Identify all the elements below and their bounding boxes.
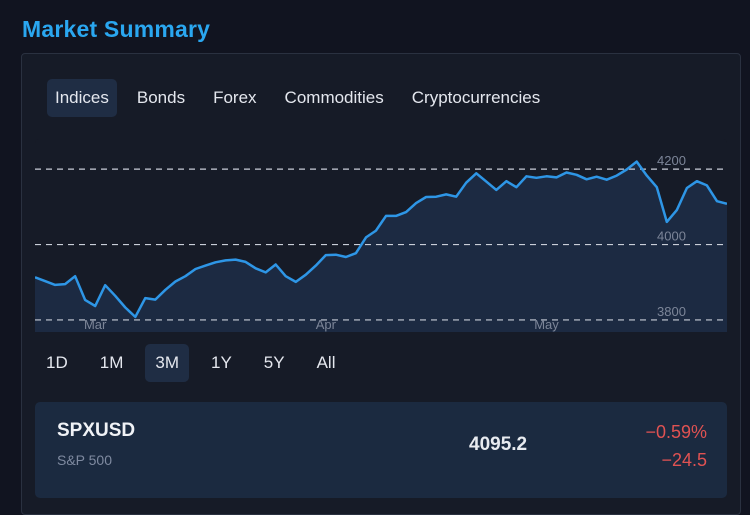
y-tick-label: 4000 [657, 229, 686, 244]
quote-price: 4095.2 [469, 434, 528, 455]
range-1d[interactable]: 1D [46, 353, 68, 372]
time-range-selector: 1D 1M 3M 1Y 5Y All [36, 344, 345, 382]
tab-cryptocurrencies[interactable]: Cryptocurrencies [411, 88, 541, 107]
price-line [35, 160, 727, 319]
y-tick-label: 3800 [657, 304, 686, 319]
range-5y[interactable]: 5Y [263, 353, 285, 372]
chart-area-fill [35, 161, 727, 332]
quote-symbol: SPXUSD [57, 420, 136, 441]
market-summary-panel: Indices Bonds Forex Commodities Cryptocu… [21, 53, 741, 515]
price-chart-svg: 4200 4000 3800 Mar Apr May [35, 139, 727, 332]
range-all[interactable]: All [316, 353, 336, 372]
price-chart[interactable]: 4200 4000 3800 Mar Apr May [35, 139, 727, 335]
range-1y[interactable]: 1Y [210, 353, 232, 372]
tab-forex[interactable]: Forex [213, 88, 257, 107]
x-tick-label: May [534, 317, 559, 332]
range-1m[interactable]: 1M [99, 353, 124, 372]
x-tick-label: Mar [84, 317, 107, 332]
y-tick-label: 4200 [657, 153, 686, 168]
market-tabs: Indices Bonds Forex Commodities Cryptocu… [47, 79, 548, 117]
quote-row[interactable]: SPXUSD S&P 500 4095.2 −0.59% −24.5 [35, 402, 727, 498]
range-3m[interactable]: 3M [145, 344, 189, 382]
quote-change-percent: −0.59% [645, 422, 707, 442]
tab-indices[interactable]: Indices [47, 79, 117, 117]
tab-commodities[interactable]: Commodities [284, 88, 384, 107]
page-title: Market Summary [22, 16, 211, 42]
quote-change-absolute: −24.5 [661, 450, 707, 470]
x-tick-label: Apr [316, 317, 337, 332]
quote-name: S&P 500 [57, 452, 113, 468]
tab-bonds[interactable]: Bonds [136, 88, 186, 107]
